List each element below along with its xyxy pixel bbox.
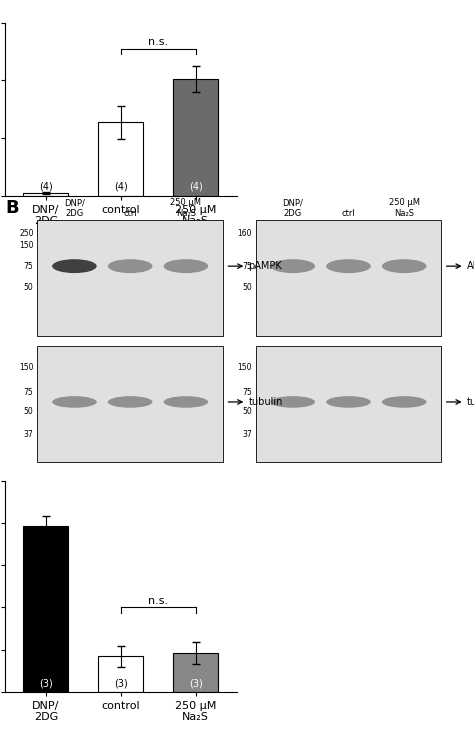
Text: 75: 75 (242, 262, 252, 271)
Ellipse shape (271, 396, 315, 408)
Text: 37: 37 (24, 430, 34, 439)
Bar (173, 653, 218, 692)
Text: 50: 50 (242, 407, 252, 416)
Text: DNP/
2DG: DNP/ 2DG (64, 199, 85, 217)
Text: (4): (4) (39, 181, 53, 191)
Text: n.s.: n.s. (148, 596, 168, 606)
Ellipse shape (326, 259, 371, 273)
Text: 50: 50 (242, 283, 252, 292)
Text: tubulin: tubulin (467, 397, 474, 407)
Text: (3): (3) (39, 678, 53, 689)
Text: 250 μM
Na₂S: 250 μM Na₂S (389, 199, 420, 217)
Ellipse shape (164, 259, 208, 273)
Ellipse shape (382, 396, 427, 408)
Bar (173, 79, 218, 196)
Text: 75: 75 (24, 388, 34, 397)
Text: (4): (4) (189, 181, 203, 191)
Text: 50: 50 (24, 283, 34, 292)
Bar (37, 346, 223, 462)
Ellipse shape (52, 396, 97, 408)
Text: 150: 150 (19, 241, 34, 250)
Ellipse shape (164, 396, 208, 408)
Text: 150: 150 (237, 362, 252, 371)
Bar (24, 193, 68, 196)
Text: 50: 50 (24, 407, 34, 416)
Ellipse shape (108, 396, 153, 408)
Bar (37, 220, 223, 335)
Text: 250: 250 (19, 229, 34, 238)
Text: 250 μM
Na₂S: 250 μM Na₂S (170, 199, 201, 217)
Ellipse shape (52, 259, 97, 273)
Text: 160: 160 (237, 229, 252, 238)
Bar (99, 656, 143, 692)
Text: AMPK: AMPK (467, 261, 474, 271)
Ellipse shape (108, 259, 153, 273)
Text: ctrl: ctrl (342, 208, 356, 217)
Bar (24, 526, 68, 692)
Text: n.s.: n.s. (148, 38, 168, 47)
Text: 75: 75 (24, 262, 34, 271)
Text: DNP/
2DG: DNP/ 2DG (283, 199, 303, 217)
Ellipse shape (382, 259, 427, 273)
Text: (4): (4) (114, 181, 128, 191)
Text: 75: 75 (242, 388, 252, 397)
Text: pAMPK: pAMPK (248, 261, 283, 271)
Text: B: B (6, 199, 19, 217)
Bar (255, 346, 441, 462)
Text: (3): (3) (114, 678, 128, 689)
Text: 150: 150 (19, 362, 34, 371)
Text: tubulin: tubulin (248, 397, 283, 407)
Bar (255, 220, 441, 335)
Ellipse shape (271, 259, 315, 273)
Bar (99, 123, 143, 196)
Ellipse shape (326, 396, 371, 408)
Text: 37: 37 (242, 430, 252, 439)
Text: (3): (3) (189, 678, 203, 689)
Text: ctrl: ctrl (123, 208, 137, 217)
